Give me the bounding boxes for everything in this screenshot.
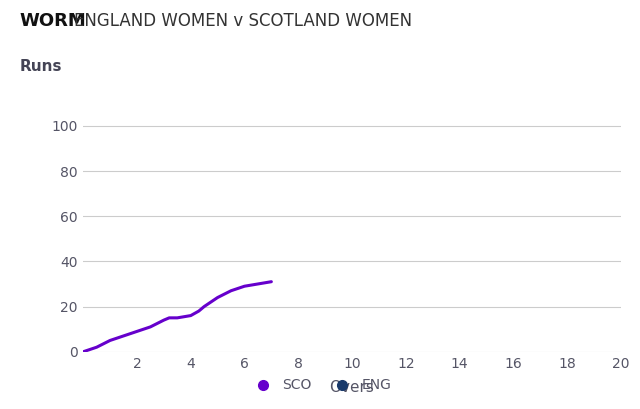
- Text: Runs: Runs: [19, 58, 61, 74]
- X-axis label: Overs: Overs: [330, 380, 374, 395]
- Text: ENGLAND WOMEN v SCOTLAND WOMEN: ENGLAND WOMEN v SCOTLAND WOMEN: [74, 12, 412, 30]
- Legend: SCO, ENG: SCO, ENG: [243, 373, 397, 398]
- Text: WORM: WORM: [19, 12, 86, 30]
